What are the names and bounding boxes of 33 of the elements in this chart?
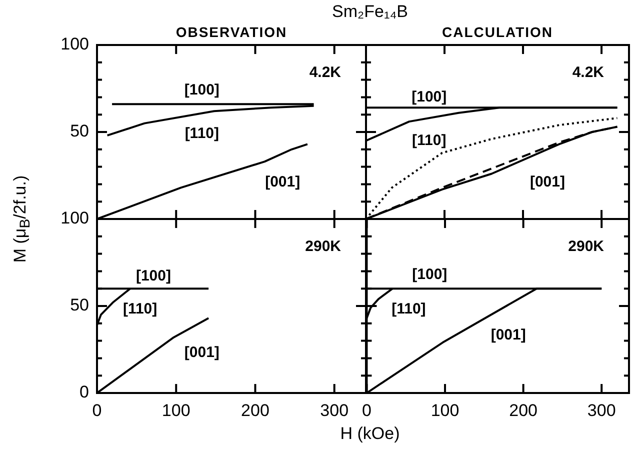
annotation: 4.2K bbox=[309, 64, 342, 82]
x-tick-label: 100 bbox=[162, 400, 190, 420]
annotation: [001] bbox=[530, 174, 565, 191]
chart-subtitle: CALCULATION bbox=[440, 24, 554, 40]
x-tick-label: 0 bbox=[92, 400, 102, 420]
x-tick-label: 300 bbox=[320, 400, 349, 420]
x-tick-label: 100 bbox=[430, 400, 460, 420]
annotation: [100] bbox=[136, 268, 172, 285]
chart-title: Sm₂Fe₁₄B bbox=[331, 2, 409, 22]
chart-subtitle: OBSERVATION bbox=[174, 24, 288, 40]
x-tick-label: 200 bbox=[509, 400, 538, 420]
y-tick-label: 100 bbox=[60, 208, 89, 228]
annotation: [110] bbox=[184, 124, 220, 142]
annotation: [100] bbox=[412, 266, 448, 283]
y-tick-label: 50 bbox=[70, 122, 89, 141]
annotation: [110] bbox=[122, 300, 158, 318]
annotation: [110] bbox=[392, 300, 426, 318]
x-tick-label: 0 bbox=[362, 400, 372, 420]
y-tick-label: 0 bbox=[80, 382, 89, 402]
annotation: [001] bbox=[265, 174, 300, 191]
x-tick-label: 200 bbox=[241, 400, 270, 420]
annotation: 290K bbox=[568, 238, 604, 256]
x-tick-label: 300 bbox=[587, 400, 616, 420]
y-tick-label: 100 bbox=[60, 34, 89, 54]
annotation: [100] bbox=[412, 88, 447, 106]
y-tick-label: 50 bbox=[70, 296, 89, 315]
annotation: [100] bbox=[184, 81, 220, 98]
annotation: [001] bbox=[490, 326, 526, 344]
annotation: 4.2K bbox=[572, 64, 604, 82]
x-axis-title: H (kOe) bbox=[339, 424, 401, 444]
annotation: [110] bbox=[412, 132, 446, 149]
annotation: 290K bbox=[305, 238, 342, 256]
annotation: [001] bbox=[184, 344, 220, 362]
